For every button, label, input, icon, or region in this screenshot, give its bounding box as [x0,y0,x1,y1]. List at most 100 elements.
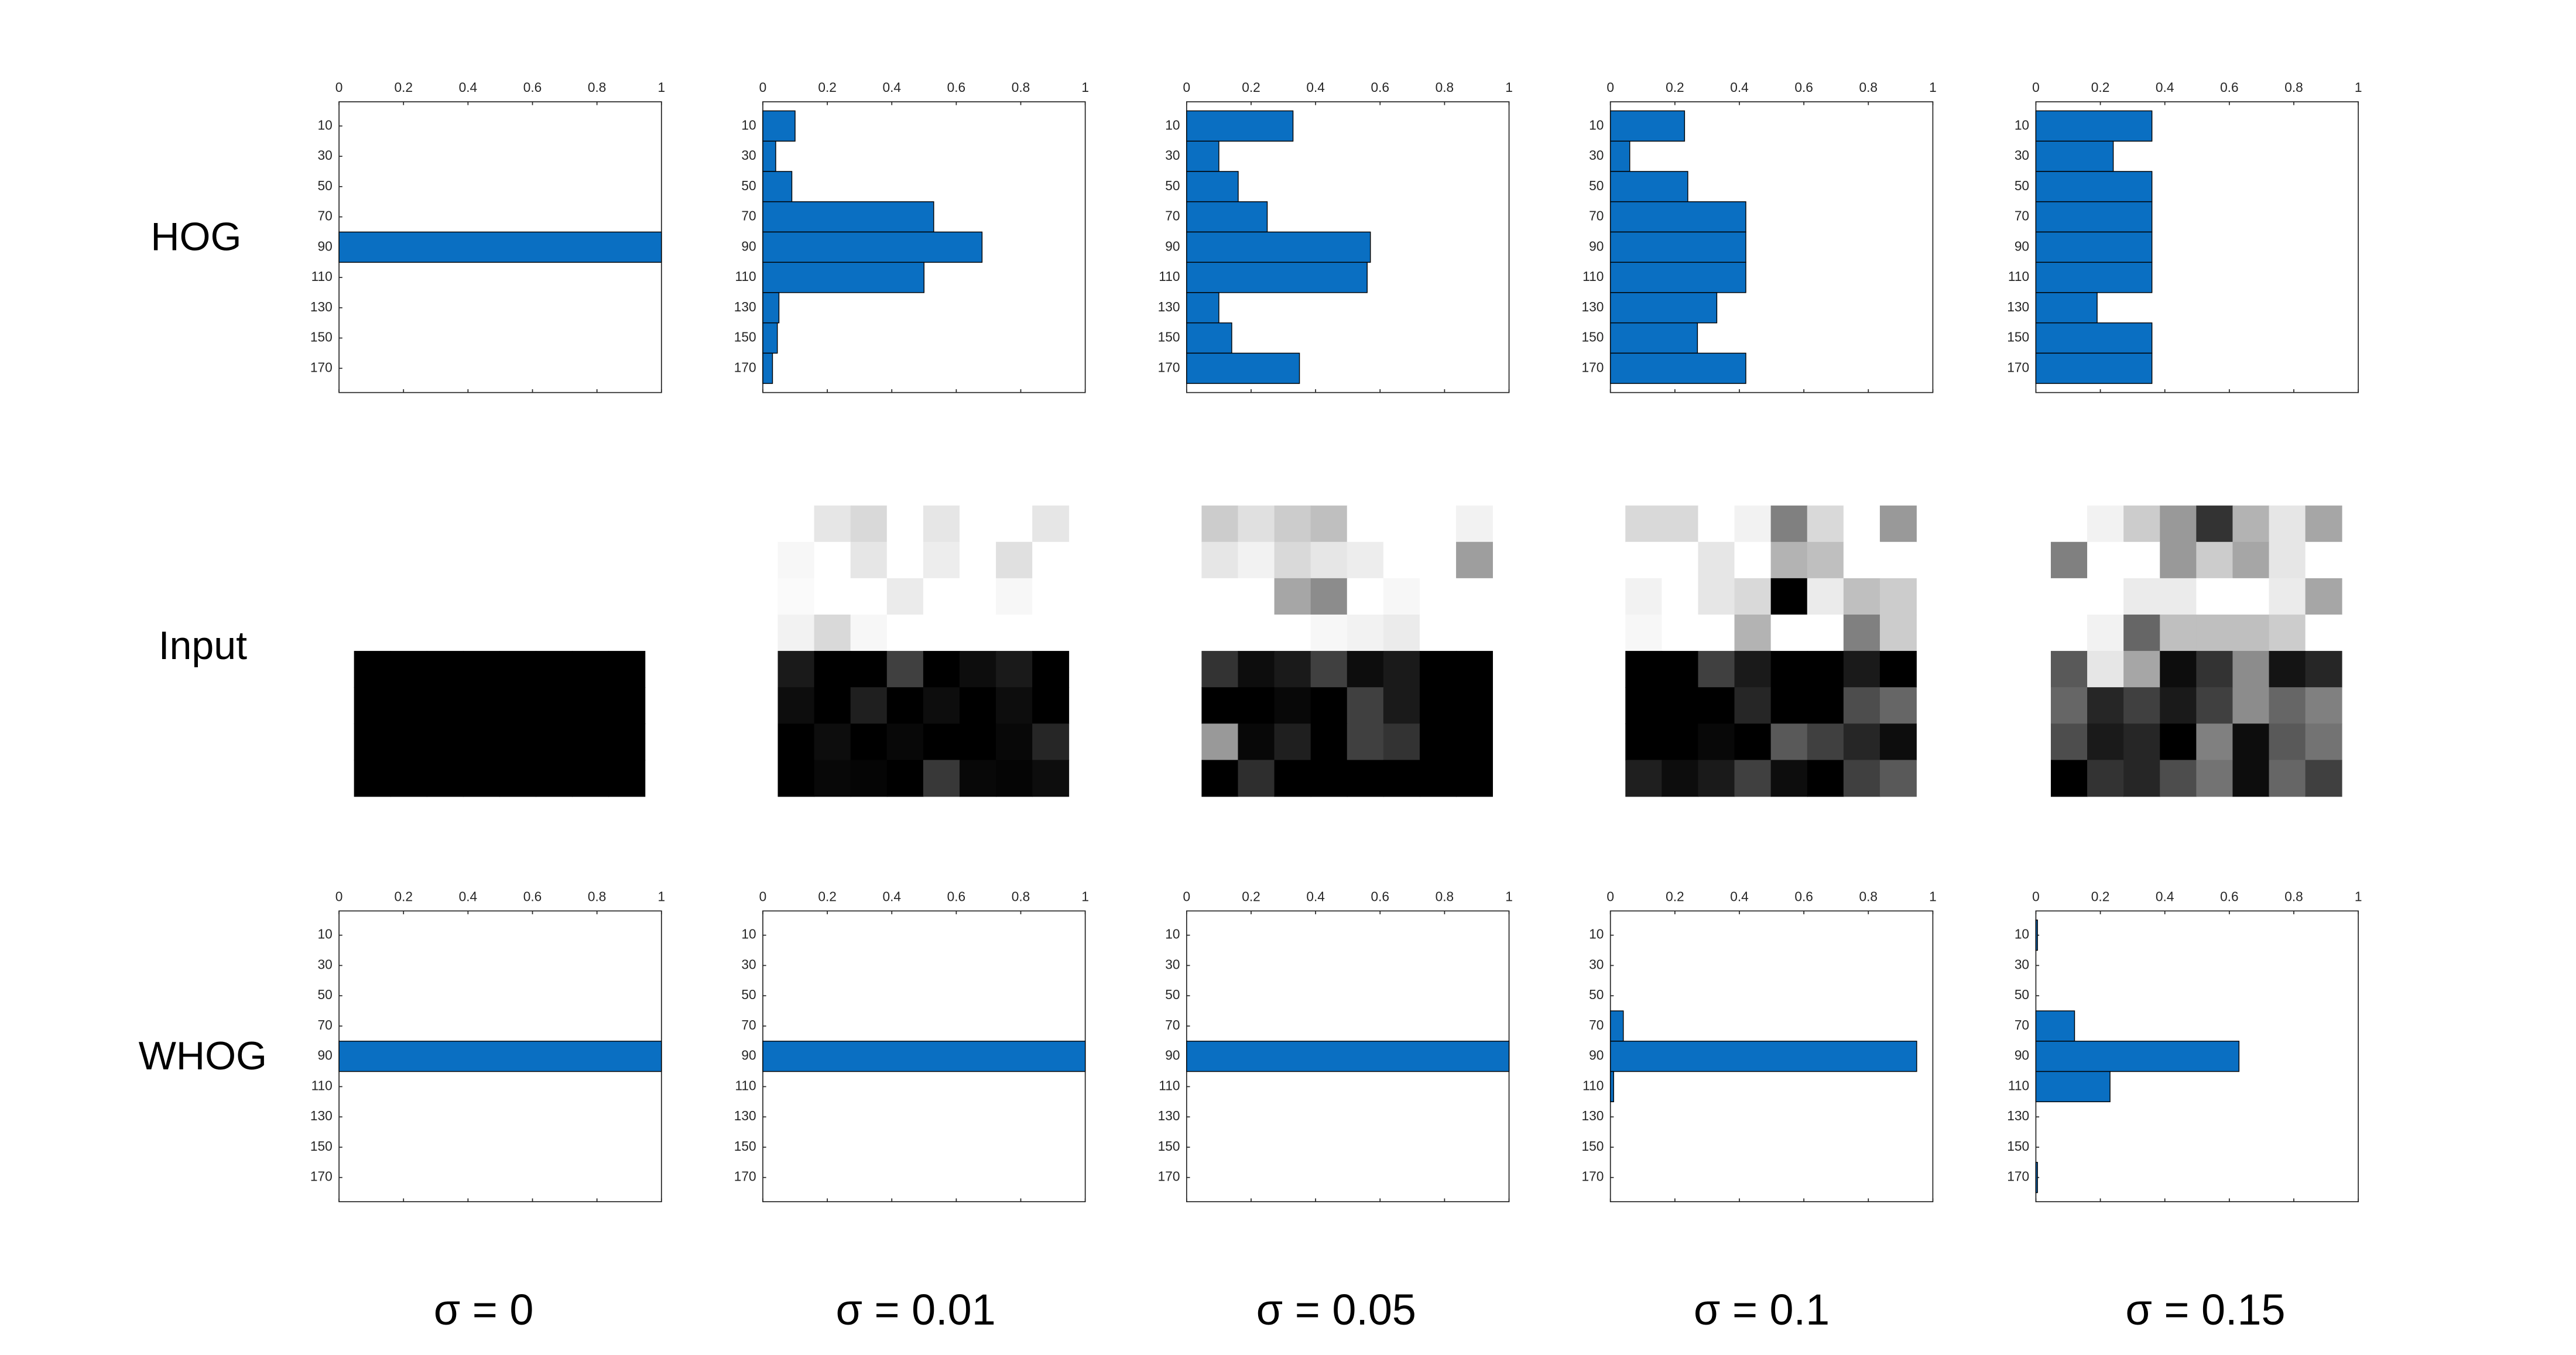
pixel [426,578,464,615]
pixel [960,541,996,579]
pixel [1456,687,1493,725]
y-tick-label: 150 [1581,1138,1604,1154]
pixel [923,578,960,615]
pixel [1238,578,1275,615]
pixel [923,541,960,579]
pixel [1698,578,1735,615]
pixel [2050,651,2088,688]
pixel [1383,614,1420,651]
x-tick-label: 0.2 [1242,889,1260,904]
pixel [426,687,464,725]
pixel [499,651,536,688]
pixel [2087,614,2125,651]
pixel [886,578,924,615]
pixel [1419,760,1457,797]
pixel [777,578,815,615]
x-tick-label: 0.6 [1794,80,1813,95]
pixel [996,614,1033,651]
pixel [2050,505,2088,543]
pixel [426,614,464,651]
pixel [1807,723,1844,761]
pixel [1201,760,1239,797]
pixel [960,723,996,761]
pixel [1347,541,1384,579]
pixel [1238,614,1275,651]
pixel [2269,614,2306,651]
pixel [354,760,391,797]
x-tick-label: 0.4 [459,80,478,95]
y-tick-label: 10 [1165,117,1180,132]
pixel [1625,687,1663,725]
pixel [1032,541,1070,579]
x-tick-label: 0 [1183,889,1191,904]
x-tick-label: 0.8 [588,80,607,95]
pixel [608,614,646,651]
pixel [1734,651,1772,688]
x-tick-label: 1 [1929,889,1937,904]
pixel [1456,760,1493,797]
pixel [2160,578,2197,615]
pixel [1201,578,1239,615]
x-tick-label: 0.2 [818,889,837,904]
pixel [850,505,888,543]
pixel [1201,687,1239,725]
bar [2035,110,2153,142]
pixel [1347,505,1384,543]
x-tick-label: 0.8 [1436,889,1454,904]
pixel [1625,723,1663,761]
pixel [536,760,573,797]
pixel [1770,578,1808,615]
pixel [2196,578,2234,615]
x-tick-label: 0.8 [1012,80,1030,95]
pixel [1734,541,1772,579]
x-tick-label: 0 [1606,889,1614,904]
pixel [1347,687,1384,725]
pixel [1698,614,1735,651]
column-label: σ = 0.05 [1256,1285,1416,1334]
pixel [1843,505,1880,543]
y-tick-label: 10 [1589,117,1604,132]
y-tick-label: 70 [741,1017,756,1032]
pixel [850,578,888,615]
x-tick-label: 1 [1505,80,1513,95]
y-tick-label: 30 [741,147,756,163]
y-tick-label: 110 [2008,269,2029,284]
y-tick-label: 130 [1581,1108,1604,1123]
pixel [572,651,609,688]
pixel [1419,614,1457,651]
x-tick-label: 1 [1081,889,1089,904]
pixel [1698,687,1735,725]
bar [1186,201,1268,233]
pixel [1456,578,1493,615]
pixel [960,614,996,651]
pixel [2232,541,2270,579]
x-tick-label: 0.2 [1666,80,1684,95]
pixel [1734,687,1772,725]
pixel [777,723,815,761]
pixel [1879,760,1917,797]
pixel [1419,723,1457,761]
pixel [1310,760,1348,797]
y-tick-label: 70 [1589,1017,1604,1032]
y-tick-label: 10 [2015,927,2029,942]
pixel [1625,651,1663,688]
x-tick-label: 0 [1606,80,1614,95]
pixel [814,505,851,543]
pixel [499,614,536,651]
bar [1610,110,1686,142]
bar [762,352,773,384]
bar [1610,322,1698,354]
bar [338,231,662,263]
pixel [923,723,960,761]
pixel [608,541,646,579]
bar [2035,140,2114,172]
x-tick-label: 0 [2032,80,2040,95]
bar [762,110,796,142]
pixel [426,505,464,543]
column-label: σ = 0 [434,1285,534,1334]
pixel [960,578,996,615]
pixel [1662,541,1699,579]
y-tick-label: 170 [734,1169,756,1184]
pixel [1274,651,1311,688]
pixel [1879,578,1917,615]
